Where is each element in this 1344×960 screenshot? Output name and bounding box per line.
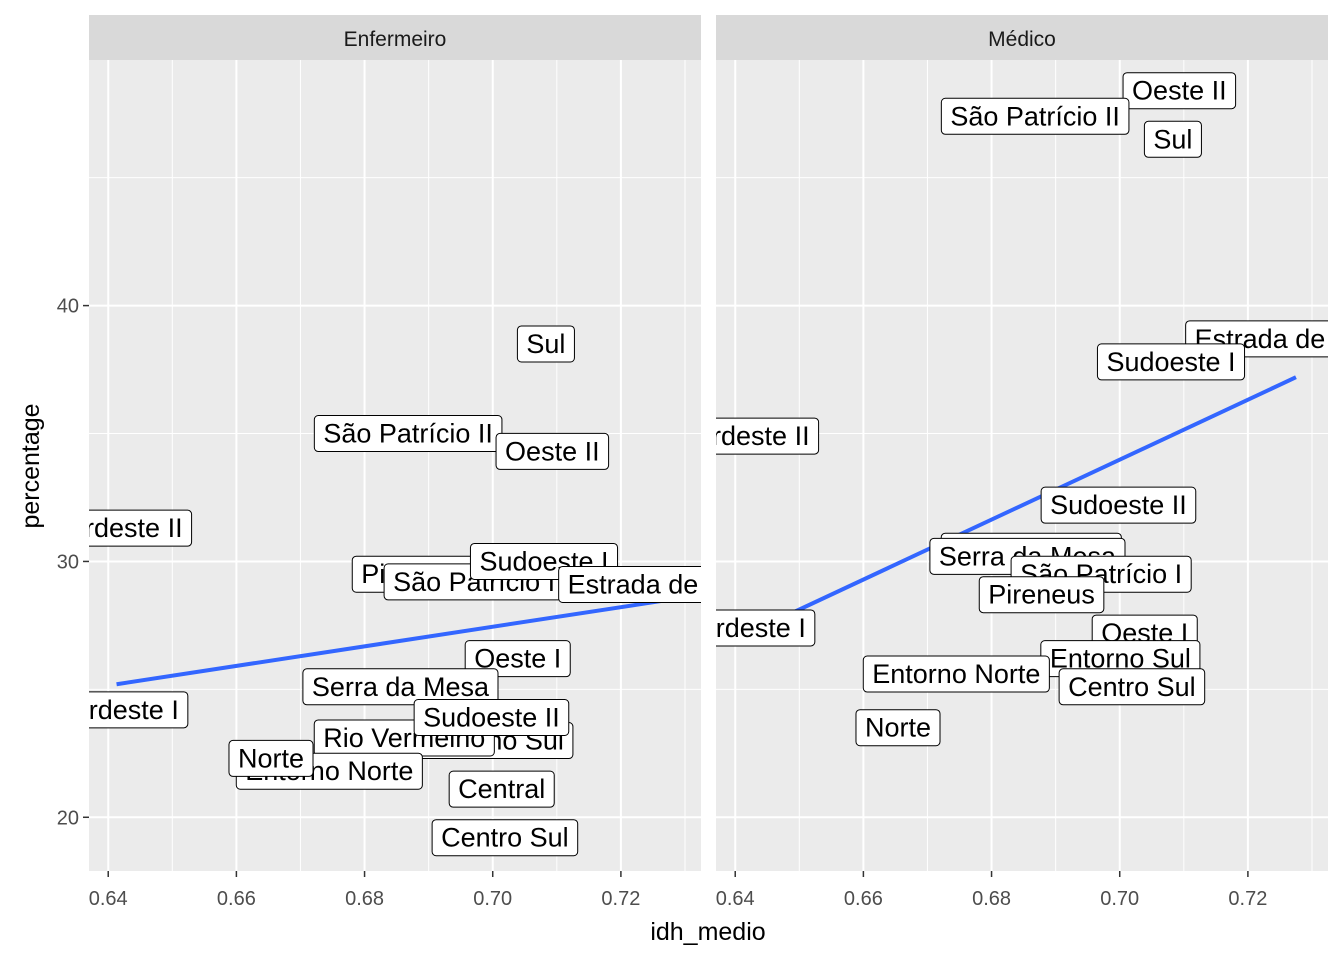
point-label: Nordeste I [681, 609, 816, 647]
y-axis-title: percentage [17, 403, 45, 528]
point-label: Sul [1143, 120, 1202, 158]
panel-background [716, 60, 1328, 871]
point-label-box [89, 691, 189, 729]
y-tick-label: 30 [57, 551, 79, 573]
y-tick-label: 20 [57, 807, 79, 829]
point-label: Sudoeste II [1040, 486, 1197, 524]
point-label: Nordeste I [54, 691, 189, 729]
facet-strip-label: Enfermeiro [344, 28, 447, 51]
point-label: Central [448, 770, 555, 808]
point-label-box [413, 698, 570, 736]
point-label-text: Sul [1153, 124, 1192, 154]
point-label: Estrada de Ferro [558, 565, 771, 603]
point-label-box [1040, 486, 1197, 524]
point-label: Serra da Mesa [302, 668, 499, 706]
point-label-text: Oeste II [505, 436, 600, 466]
point-label-box [940, 97, 1130, 135]
point-label: Entorno Norte [862, 655, 1050, 693]
point-label: Sul [516, 325, 575, 363]
facet-strip [89, 15, 701, 60]
x-tick-label: 0.64 [716, 888, 755, 910]
facet-strip [716, 15, 1328, 60]
point-label-text: Centro Sul [441, 823, 569, 853]
x-tick-label: 0.72 [601, 888, 640, 910]
point-label: São Patrício II [940, 97, 1130, 135]
point-label-text: Sul [526, 329, 565, 359]
point-label-text: Nordeste I [681, 613, 806, 643]
point-label: Sudoeste I [1096, 343, 1246, 381]
x-tick-label: 0.72 [1228, 888, 1267, 910]
point-label: Centro Sul [1058, 668, 1206, 706]
point-label: Oeste II [1122, 72, 1237, 110]
point-label: Nordeste II [678, 417, 820, 455]
point-label-box [495, 432, 610, 470]
point-label: Centro Sul [431, 819, 579, 857]
point-label-box [716, 417, 820, 455]
fit-line [742, 375, 1297, 638]
fit-line [116, 597, 670, 687]
y-tick-label: 40 [57, 296, 79, 318]
point-label-text: Nordeste II [678, 421, 810, 451]
panel-grid [716, 60, 1328, 871]
point-label-box [448, 770, 555, 808]
point-label: Oeste II [495, 432, 610, 470]
point-label: Pireneus [978, 576, 1105, 614]
point-label-box [1096, 343, 1246, 381]
facet-panel-1: Enfermeiro 0.64 0.66 0.68 0.70 0.72 20 30 40 Sul S… [51, 15, 771, 910]
point-label-box [302, 668, 499, 706]
point-label-text: São Patrício II [323, 419, 493, 449]
point-label-box [464, 640, 571, 678]
point-label-box [516, 325, 575, 363]
point-label-text: Nordeste I [54, 695, 179, 725]
point-label-text: Central [458, 774, 545, 804]
point-label: Norte [855, 709, 941, 747]
point-label-text: São Patrício II [950, 101, 1120, 131]
point-label-box [89, 509, 193, 547]
point-label-text: Norte [238, 743, 304, 773]
point-label-box [1122, 72, 1237, 110]
x-tick-label: 0.66 [844, 888, 883, 910]
point-label-box [1143, 120, 1202, 158]
point-label-text: Nordeste II [51, 513, 183, 543]
point-label-text: Oeste II [1132, 76, 1227, 106]
point-label-box [228, 739, 314, 777]
x-tick-label: 0.66 [217, 888, 256, 910]
point-label-text: Estrada de Ferro [568, 569, 771, 599]
point-label-text: Sudoeste II [423, 702, 560, 732]
point-label-text: Sudoeste II [1050, 490, 1187, 520]
x-axis-title: idh_medio [650, 918, 765, 946]
x-tick-label: 0.70 [473, 888, 512, 910]
facet-strip-label: Médico [988, 28, 1056, 51]
point-label-box [855, 709, 941, 747]
point-label-text: Serra da Mesa [312, 672, 490, 702]
point-label-box [862, 655, 1050, 693]
x-tick-label: 0.70 [1100, 888, 1139, 910]
point-label-text: Norte [865, 713, 931, 743]
point-label-box [431, 819, 579, 857]
point-label-text: Pireneus [988, 580, 1095, 610]
point-label-box [1058, 668, 1206, 706]
x-tick-label: 0.68 [345, 888, 384, 910]
point-label-text: Entorno Norte [872, 659, 1040, 689]
point-label: Norte [228, 739, 314, 777]
facet-panel-2: Médico 0.64 0.66 0.68 0.70 0.72 Oeste II São Pa… [678, 15, 1328, 910]
point-label-box [558, 565, 701, 603]
point-label: Nordeste II [51, 509, 193, 547]
x-tick-label: 0.68 [972, 888, 1011, 910]
point-label-box [716, 609, 816, 647]
point-label: São Patrício II [313, 415, 503, 453]
point-label-box [978, 576, 1105, 614]
point-label: Oeste I [464, 640, 571, 678]
point-label-text: Centro Sul [1068, 672, 1196, 702]
point-label-text: Sudoeste I [1106, 347, 1235, 377]
point-label: Sudoeste II [413, 698, 570, 736]
x-tick-label: 0.64 [89, 888, 128, 910]
